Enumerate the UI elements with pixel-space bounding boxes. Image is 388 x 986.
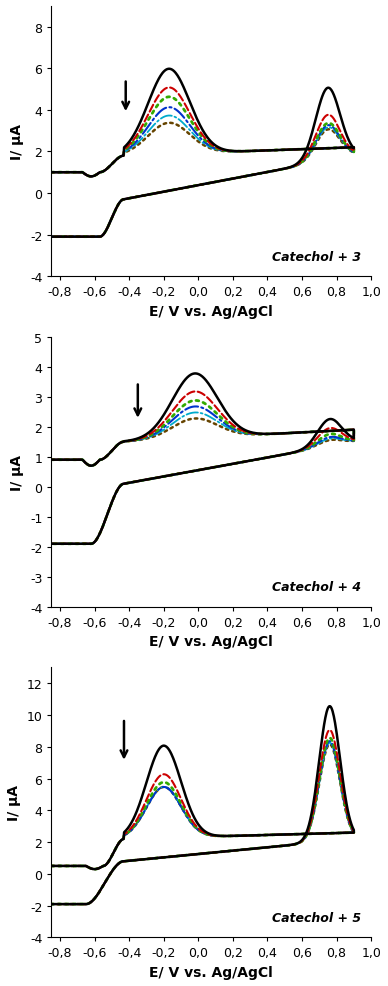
X-axis label: E/ V vs. Ag/AgCl: E/ V vs. Ag/AgCl (149, 965, 273, 979)
Text: Catechol + 4: Catechol + 4 (272, 581, 362, 594)
Text: Catechol + 3: Catechol + 3 (272, 250, 362, 263)
Y-axis label: I/ μA: I/ μA (10, 124, 24, 160)
X-axis label: E/ V vs. Ag/AgCl: E/ V vs. Ag/AgCl (149, 635, 273, 649)
Text: Catechol + 5: Catechol + 5 (272, 911, 362, 924)
X-axis label: E/ V vs. Ag/AgCl: E/ V vs. Ag/AgCl (149, 305, 273, 318)
Y-axis label: I/ μA: I/ μA (10, 455, 24, 490)
Y-axis label: I/ μA: I/ μA (7, 785, 21, 820)
